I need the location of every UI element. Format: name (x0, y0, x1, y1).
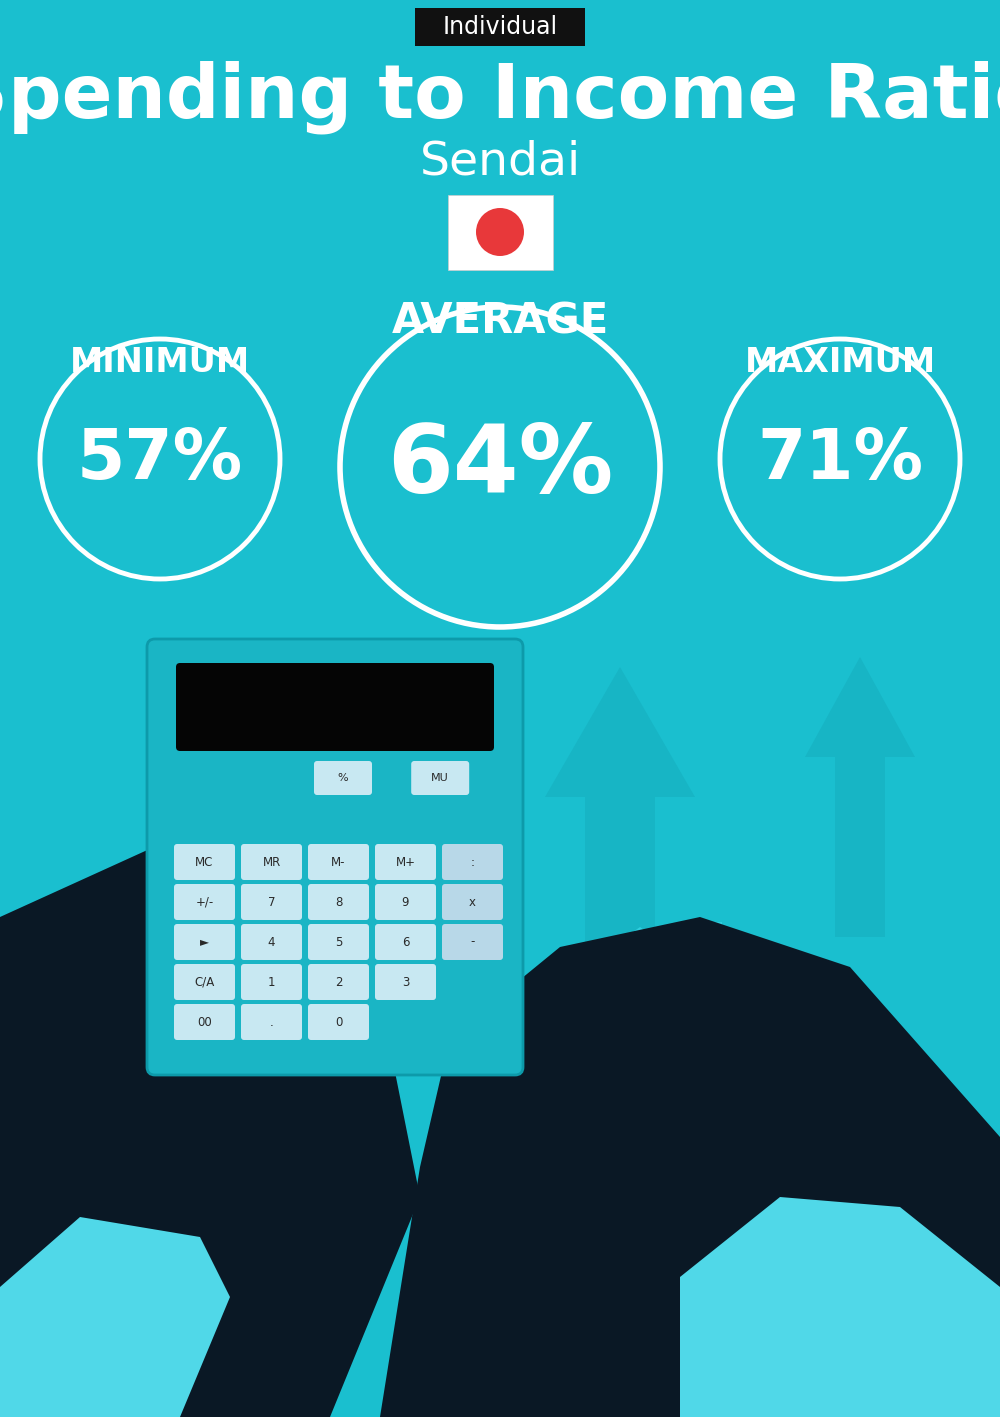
Ellipse shape (813, 1119, 857, 1148)
Ellipse shape (763, 1129, 908, 1315)
Text: 3: 3 (402, 975, 409, 989)
FancyBboxPatch shape (174, 845, 235, 880)
Ellipse shape (476, 208, 524, 256)
Text: C/A: C/A (194, 975, 215, 989)
FancyBboxPatch shape (375, 845, 436, 880)
FancyBboxPatch shape (442, 924, 503, 959)
Text: M+: M+ (396, 856, 416, 869)
Polygon shape (380, 917, 1000, 1417)
Bar (680, 1219, 810, 1229)
Polygon shape (0, 1217, 230, 1417)
Ellipse shape (710, 1129, 740, 1149)
FancyBboxPatch shape (308, 845, 369, 880)
FancyBboxPatch shape (375, 884, 436, 920)
Bar (680, 1204, 810, 1214)
Text: Sendai: Sendai (419, 139, 581, 184)
Polygon shape (545, 667, 695, 796)
Text: 64%: 64% (387, 421, 613, 513)
Text: 1: 1 (268, 975, 275, 989)
Bar (680, 1176, 810, 1186)
Text: 0: 0 (335, 1016, 342, 1029)
Polygon shape (485, 927, 795, 1037)
Text: -: - (470, 935, 475, 948)
Polygon shape (680, 1197, 1000, 1417)
Text: MINIMUM: MINIMUM (70, 346, 250, 378)
FancyBboxPatch shape (174, 924, 235, 959)
Text: M-: M- (331, 856, 346, 869)
Text: 2: 2 (335, 975, 342, 989)
FancyBboxPatch shape (241, 884, 302, 920)
FancyBboxPatch shape (176, 663, 494, 751)
Bar (717, 1132, 733, 1148)
Text: AVERAGE: AVERAGE (391, 300, 609, 343)
FancyBboxPatch shape (241, 1005, 302, 1040)
Text: 00: 00 (197, 1016, 212, 1029)
Bar (835, 757, 885, 937)
FancyBboxPatch shape (415, 9, 585, 45)
Text: 71%: 71% (757, 425, 923, 493)
Ellipse shape (675, 1136, 775, 1267)
FancyBboxPatch shape (174, 1005, 235, 1040)
FancyBboxPatch shape (308, 924, 369, 959)
Text: 57%: 57% (77, 425, 243, 493)
Text: $: $ (816, 1195, 854, 1248)
FancyBboxPatch shape (442, 884, 503, 920)
Text: 7: 7 (268, 896, 275, 908)
FancyBboxPatch shape (174, 884, 235, 920)
Text: MAXIMUM: MAXIMUM (744, 346, 936, 378)
FancyBboxPatch shape (411, 761, 469, 795)
Bar (510, 1037, 770, 1237)
FancyBboxPatch shape (314, 761, 372, 795)
Text: Individual: Individual (442, 16, 558, 40)
Text: Spending to Income Ratio: Spending to Income Ratio (0, 61, 1000, 133)
Polygon shape (0, 818, 420, 1417)
FancyBboxPatch shape (308, 964, 369, 1000)
Text: 9: 9 (402, 896, 409, 908)
Text: %: % (338, 774, 348, 784)
FancyBboxPatch shape (174, 964, 235, 1000)
FancyBboxPatch shape (375, 924, 436, 959)
FancyBboxPatch shape (241, 845, 302, 880)
Bar (642, 1146, 672, 1237)
Bar (585, 796, 655, 1067)
Text: MC: MC (195, 856, 214, 869)
Bar (697, 922, 722, 988)
FancyBboxPatch shape (241, 964, 302, 1000)
Bar (680, 1162, 810, 1172)
Text: .: . (270, 1016, 273, 1029)
FancyBboxPatch shape (375, 964, 436, 1000)
Text: x: x (469, 896, 476, 908)
Bar (823, 1122, 847, 1145)
FancyBboxPatch shape (448, 194, 552, 269)
Bar (680, 1231, 810, 1241)
Text: 6: 6 (402, 935, 409, 948)
Text: :: : (471, 856, 475, 869)
FancyBboxPatch shape (308, 1005, 369, 1040)
Bar (680, 1190, 810, 1200)
Text: 5: 5 (335, 935, 342, 948)
FancyBboxPatch shape (241, 924, 302, 959)
FancyBboxPatch shape (147, 639, 523, 1076)
Text: $: $ (712, 1185, 738, 1219)
Bar (609, 1146, 639, 1237)
Text: ►: ► (200, 935, 209, 948)
Text: 8: 8 (335, 896, 342, 908)
Polygon shape (805, 657, 915, 757)
FancyBboxPatch shape (442, 845, 503, 880)
Polygon shape (260, 808, 440, 1007)
Text: MR: MR (262, 856, 281, 869)
Text: 4: 4 (268, 935, 275, 948)
Text: MU: MU (431, 774, 449, 784)
FancyBboxPatch shape (308, 884, 369, 920)
Text: +/-: +/- (195, 896, 214, 908)
